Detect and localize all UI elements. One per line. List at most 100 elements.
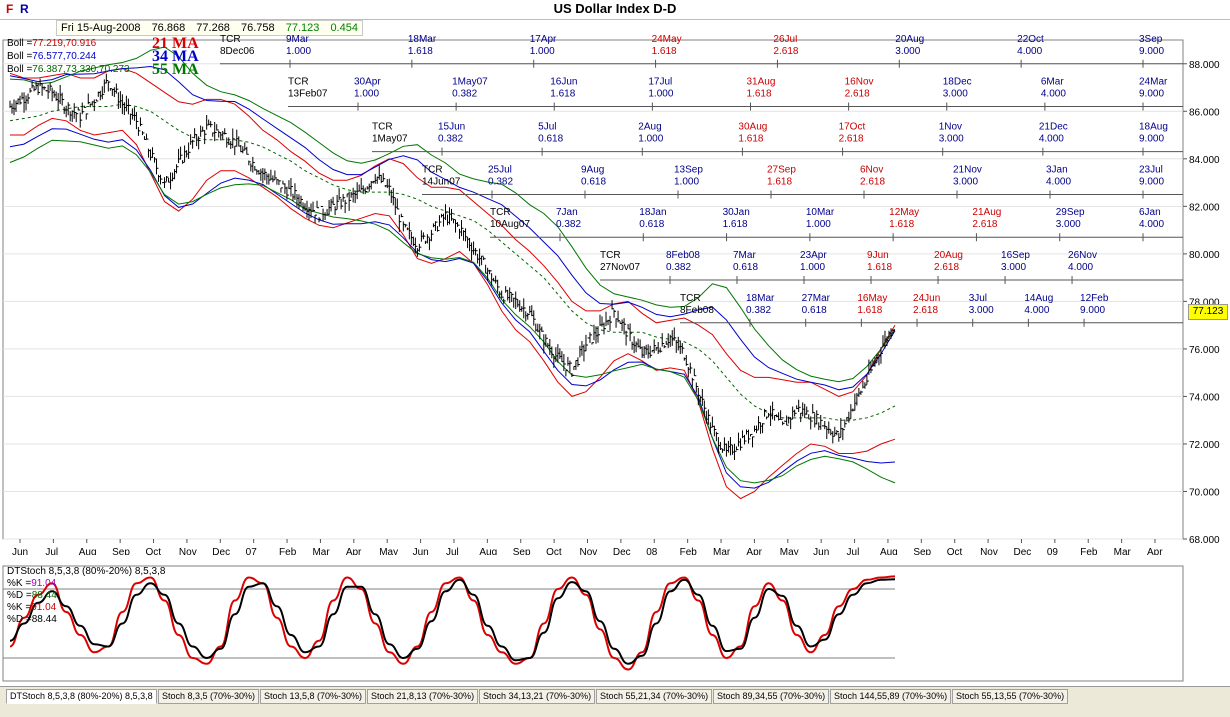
bollinger-upper-1 <box>9 65 896 391</box>
fib-mark-date: 30Jan <box>723 207 750 218</box>
y-tick-label: 80.000 <box>1189 250 1220 261</box>
y-tick-label: 76.000 <box>1189 345 1220 356</box>
y-tick-label: 88.000 <box>1189 60 1220 71</box>
fib-mark-date: 2Aug <box>638 122 661 133</box>
fib-mark-date: 18Jan <box>639 207 666 218</box>
fib-mark-date: 6Mar <box>1041 77 1064 88</box>
fib-mark-date: 9Jun <box>867 250 889 261</box>
fib-mark-date: 26Jul <box>773 35 797 45</box>
x-tick-label: Jul <box>446 547 459 555</box>
x-tick-label: 08 <box>646 547 658 555</box>
stoch-title: DTStoch 8,5,3,8 (80%-20%) 8,5,3,8 <box>7 566 166 577</box>
x-tick-label: Dec <box>1013 547 1031 555</box>
x-tick-label: Oct <box>546 547 562 555</box>
fib-mark-date: 18Dec <box>943 77 972 88</box>
x-tick-label: Mar <box>312 547 330 555</box>
fib-mark-ratio: 9.000 <box>1139 89 1164 100</box>
fib-mark-ratio: 0.618 <box>802 305 827 316</box>
stoch-k2: %K =91.04 <box>7 602 57 613</box>
x-tick-label: Dec <box>212 547 230 555</box>
fib-mark-date: 21Dec <box>1039 122 1068 133</box>
boll-legend-3: Boll =76.387,73.330,70.273 <box>7 64 130 75</box>
bollinger-lower-0 <box>10 117 896 500</box>
fib-mark-date: 3Jan <box>1046 164 1068 175</box>
fib-mark-ratio: 9.000 <box>1139 46 1164 57</box>
indicator-tab[interactable]: Stoch 21,8,13 (70%-30%) <box>367 689 479 704</box>
fib-mark-ratio: 0.382 <box>488 176 513 187</box>
x-tick-label: Aug <box>79 547 97 555</box>
fib-row-date: 8Feb08 <box>680 305 714 316</box>
x-tick-label: Jun <box>813 547 829 555</box>
x-tick-label: Jun <box>413 547 429 555</box>
fib-mark-date: 20Aug <box>895 35 924 45</box>
stochastic-panel[interactable] <box>0 563 1230 685</box>
fib-row-label: TCR <box>372 122 393 133</box>
indicator-tab[interactable]: DTStoch 8,5,3,8 (80%-20%) 8,5,3,8 <box>6 689 157 704</box>
fib-mark-ratio: 1.618 <box>857 305 882 316</box>
indicator-tab[interactable]: Stoch 13,5,8 (70%-30%) <box>260 689 367 704</box>
x-tick-label: Apr <box>346 547 362 555</box>
fib-mark-date: 26Nov <box>1068 250 1097 261</box>
fib-mark-date: 1May07 <box>452 77 488 88</box>
fib-mark-ratio: 1.618 <box>723 219 748 230</box>
fib-mark-date: 27Mar <box>802 293 831 304</box>
fib-mark-date: 3Jul <box>969 293 987 304</box>
fib-mark-ratio: 0.382 <box>438 134 463 145</box>
fib-mark-ratio: 1.000 <box>648 89 673 100</box>
indicator-tab[interactable]: Stoch 34,13,21 (70%-30%) <box>479 689 596 704</box>
fib-mark-date: 8Feb08 <box>666 250 700 261</box>
fib-mark-ratio: 9.000 <box>1139 134 1164 145</box>
x-tick-label: Jun <box>12 547 28 555</box>
logo-r: R <box>20 2 29 16</box>
fib-row-date: 27Nov07 <box>600 262 640 273</box>
stoch-d2: %D =88.44 <box>7 614 57 625</box>
stoch-d1: %D =88.44 <box>7 590 57 601</box>
indicator-tab[interactable]: Stoch 89,34,55 (70%-30%) <box>713 689 830 704</box>
fib-mark-date: 24Jun <box>913 293 940 304</box>
y-tick-label: 72.000 <box>1189 440 1220 451</box>
fib-mark-date: 27Sep <box>767 164 796 175</box>
x-tick-label: Sep <box>913 547 931 555</box>
x-tick-label: Mar <box>713 547 731 555</box>
fib-mark-ratio: 3.000 <box>939 134 964 145</box>
fib-row-label: TCR <box>220 35 241 45</box>
stoch-k1: %K =91.04 <box>7 578 57 589</box>
y-tick-label: 70.000 <box>1189 487 1220 498</box>
y-tick-label: 86.000 <box>1189 107 1220 118</box>
fib-mark-date: 20Aug <box>934 250 963 261</box>
x-tick-label: Feb <box>680 547 698 555</box>
fib-mark-ratio: 0.618 <box>538 134 563 145</box>
x-tick-label: Aug <box>880 547 898 555</box>
price-chart[interactable]: 88.000 86.000 84.000 82.000 80.000 78.000 76.0… <box>0 35 1230 555</box>
fib-mark-date: 17Jul <box>648 77 672 88</box>
indicator-tab[interactable]: Stoch 144,55,89 (70%-30%) <box>830 689 952 704</box>
fib-mark-ratio: 4.000 <box>1041 89 1066 100</box>
indicator-tab[interactable]: Stoch 55,13,55 (70%-30%) <box>952 689 1069 704</box>
x-tick-label: Apr <box>746 547 762 555</box>
fib-mark-ratio: 1.000 <box>286 46 311 57</box>
indicator-tab[interactable]: Stoch 8,3,5 (70%-30%) <box>158 689 260 704</box>
x-tick-label: Aug <box>479 547 497 555</box>
y-tick-label: 84.000 <box>1189 155 1220 166</box>
fib-mark-ratio: 0.382 <box>556 219 581 230</box>
fib-mark-ratio: 2.618 <box>773 46 798 57</box>
fib-mark-ratio: 0.618 <box>581 176 606 187</box>
fib-mark-ratio: 0.618 <box>733 262 758 273</box>
x-tick-label: Feb <box>279 547 297 555</box>
quote-strip: Fri 15-Aug-2008 76.868 77.268 76.758 77.… <box>56 20 363 36</box>
x-tick-label: Nov <box>179 547 197 555</box>
quote-open: 76.868 <box>151 22 186 34</box>
fib-mark-date: 22Oct <box>1017 35 1044 45</box>
fib-mark-ratio: 1.000 <box>806 219 831 230</box>
quote-high: 77.268 <box>196 22 230 34</box>
indicator-tab[interactable]: Stoch 55,21,34 (70%-30%) <box>596 689 713 704</box>
fib-mark-date: 29Sep <box>1056 207 1085 218</box>
x-tick-label: 09 <box>1047 547 1059 555</box>
fib-mark-ratio: 1.000 <box>530 46 555 57</box>
chart-title: US Dollar Index D-D <box>553 1 677 16</box>
fib-mark-date: 1Nov <box>939 122 962 133</box>
status-strip <box>0 704 1230 717</box>
y-tick-label: 74.000 <box>1189 392 1220 403</box>
ma-55-label: 55 MA <box>152 61 199 78</box>
fib-mark-date: 21Aug <box>972 207 1001 218</box>
